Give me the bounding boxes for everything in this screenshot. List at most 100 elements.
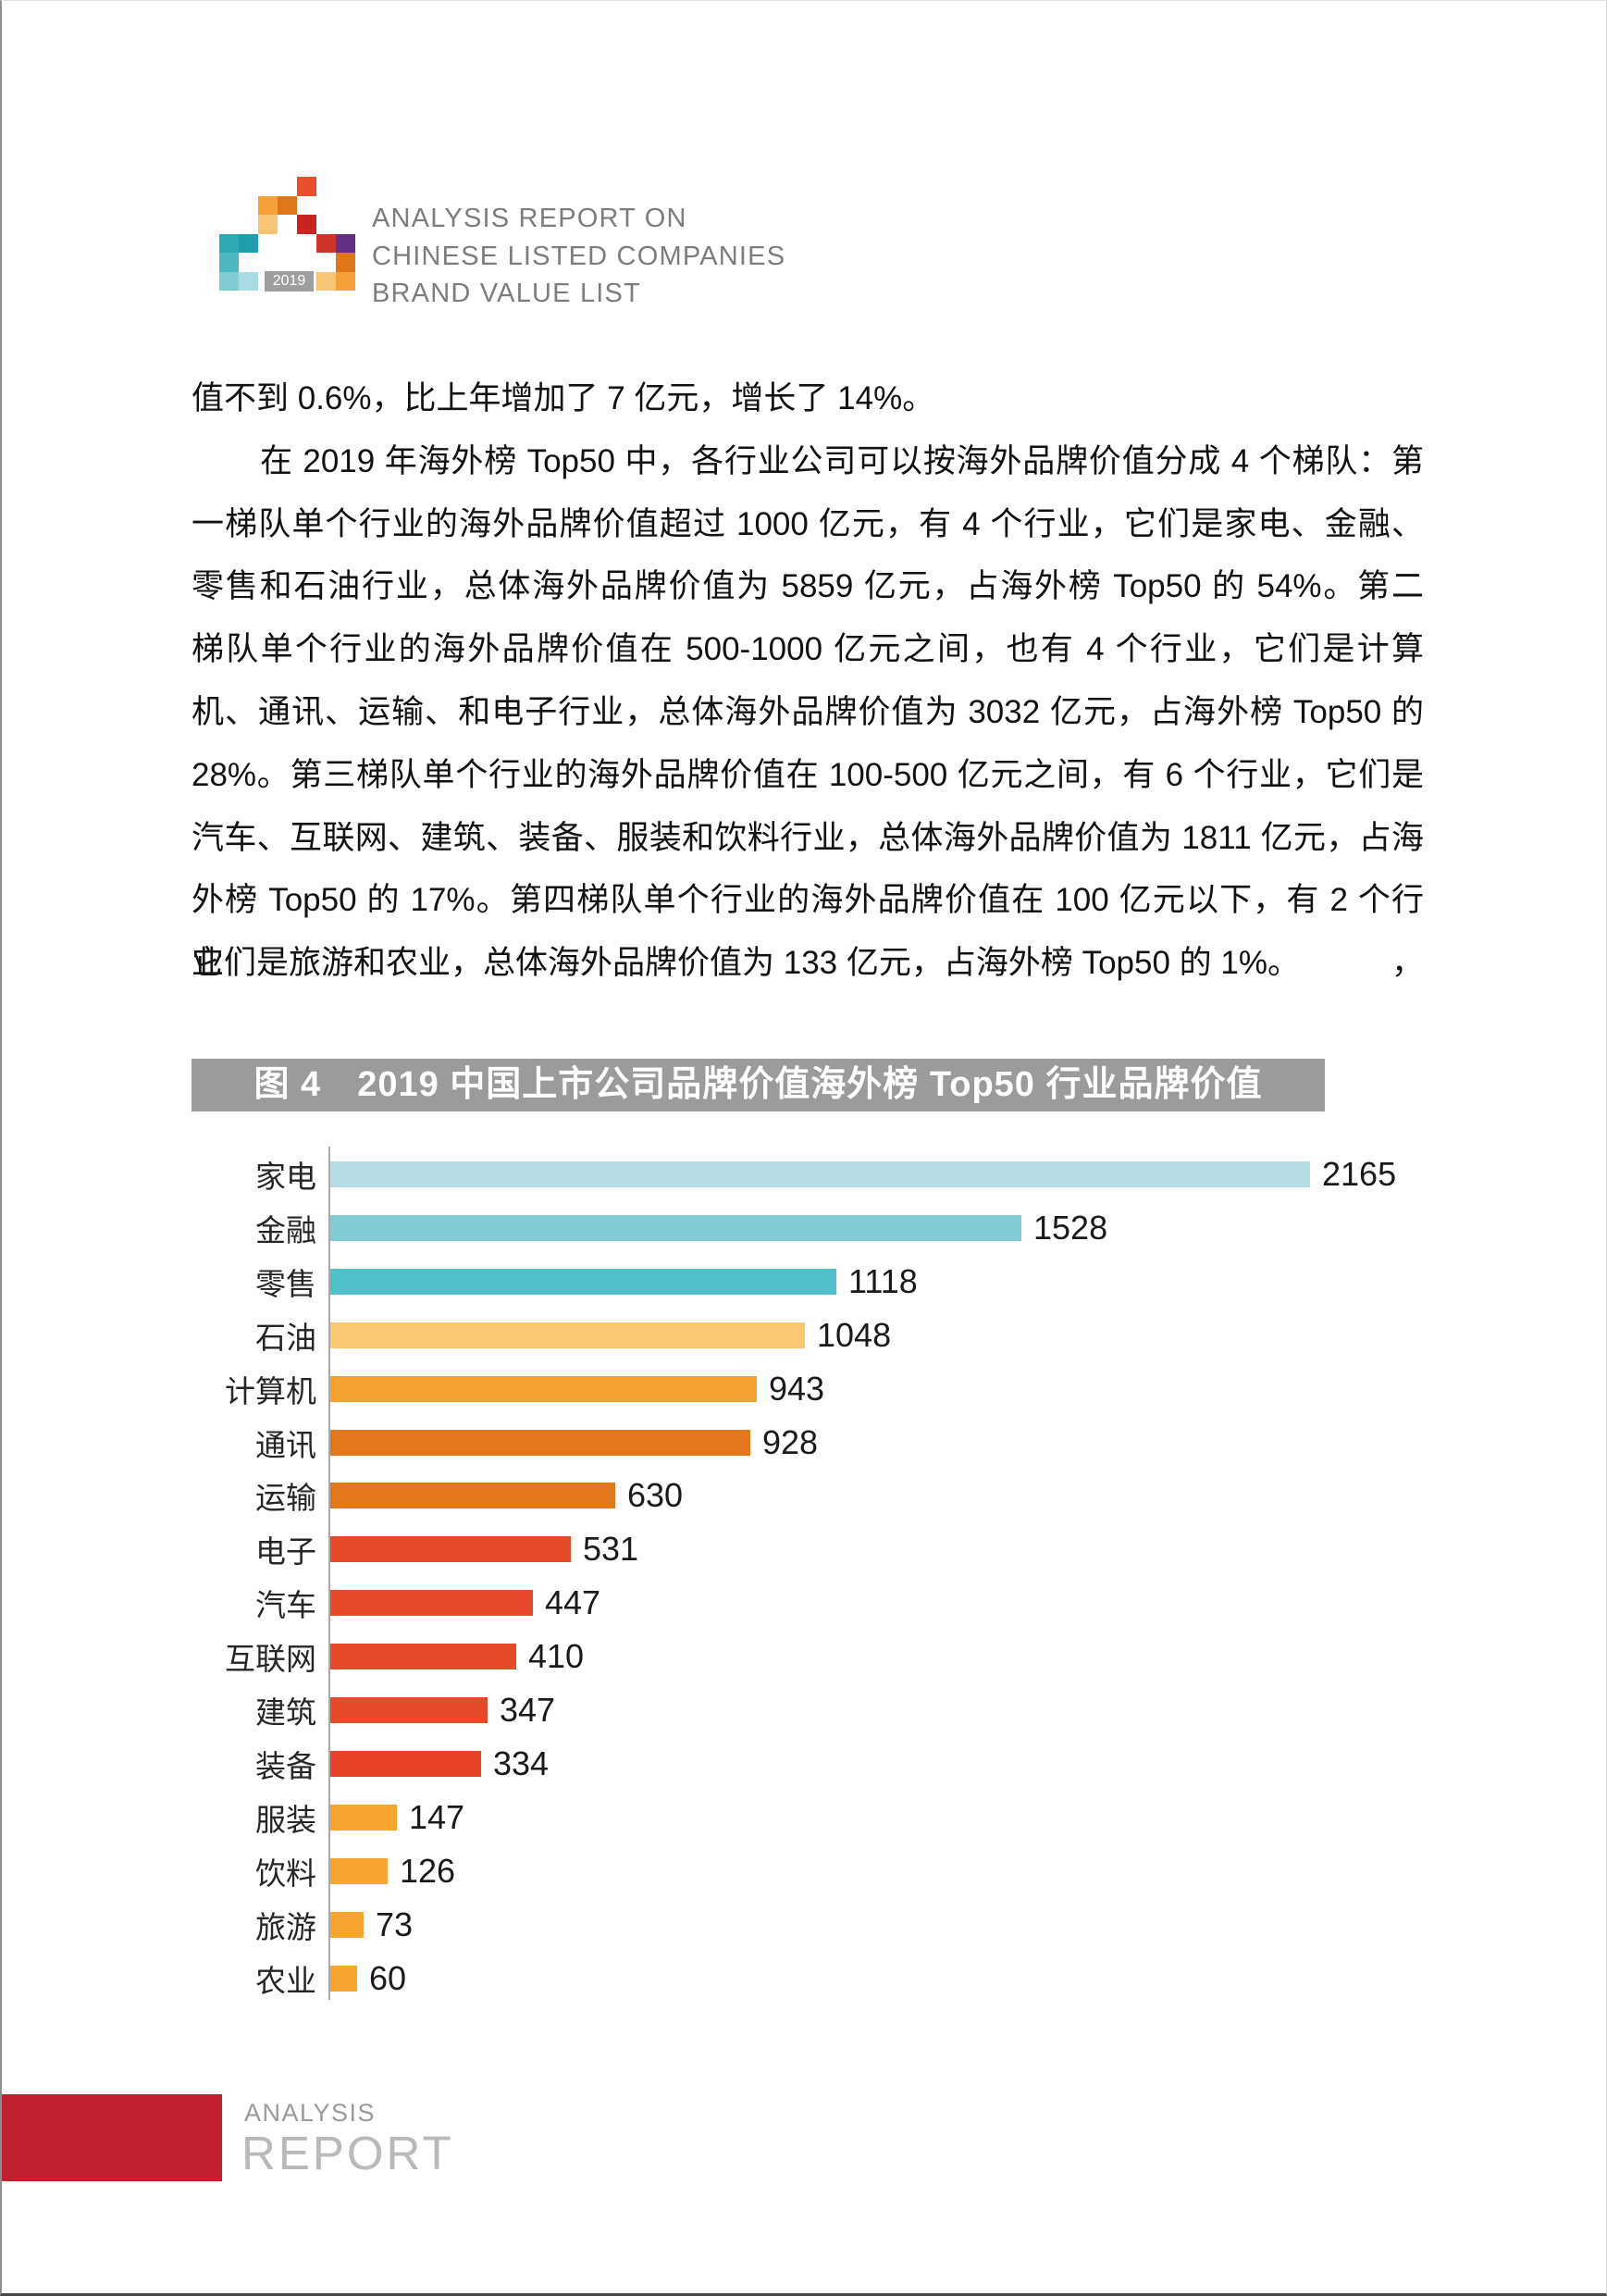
value-label: 334 bbox=[493, 1744, 550, 1782]
category-label: 家电 bbox=[255, 1160, 316, 1194]
chart-row: 服装 147 bbox=[192, 1797, 465, 1837]
chart-row: 电子 531 bbox=[192, 1530, 639, 1569]
body-text: 值不到 0.6%，比上年增加了 7 亿元，增长了 14%。在 2019 年海外榜… bbox=[192, 367, 1424, 995]
category-label: 石油 bbox=[255, 1320, 316, 1355]
chart-row: 金融 1528 bbox=[192, 1208, 1108, 1247]
logo-mosaic-cell bbox=[316, 233, 336, 253]
bar bbox=[330, 1536, 571, 1563]
value-label: 126 bbox=[400, 1851, 456, 1890]
value-label: 147 bbox=[409, 1797, 465, 1836]
chart-row: 汽车 447 bbox=[192, 1583, 601, 1622]
body-text-line: 值不到 0.6%，比上年增加了 7 亿元，增长了 14%。 bbox=[192, 380, 935, 416]
body-text-line: 梯队单个行业的海外品牌价值在 500-1000 亿元之间，也有 4 个行业，它们… bbox=[192, 631, 1424, 668]
body-text-line: 在 2019 年海外榜 Top50 中，各行业公司可以按海外品牌价值分成 4 个… bbox=[260, 442, 1424, 479]
logo-mosaic-cell bbox=[297, 215, 316, 234]
logo-mosaic-cell bbox=[219, 233, 239, 253]
chart-row: 互联网 410 bbox=[192, 1637, 585, 1676]
chart-row: 计算机 943 bbox=[192, 1369, 825, 1409]
figure-caption: 图 4 2019 中国上市公司品牌价值海外榜 Top50 行业品牌价值 bbox=[192, 1059, 1325, 1111]
category-label: 通讯 bbox=[255, 1427, 316, 1462]
value-label: 630 bbox=[627, 1476, 684, 1515]
body-text-line: 外榜 Top50 的 17%。第四梯队单个行业的海外品牌价值在 100 亿元以下… bbox=[192, 882, 1424, 982]
body-text-line: 汽车、互联网、建筑、装备、服装和饮料行业，总体海外品牌价值为 1811 亿元，占… bbox=[192, 819, 1424, 856]
chart-row: 运输 630 bbox=[192, 1476, 684, 1515]
value-label: 928 bbox=[762, 1422, 819, 1461]
header-title-line-3: BRAND VALUE LIST bbox=[372, 279, 642, 308]
chart-row: 农业 60 bbox=[192, 1958, 407, 1998]
chart-row: 零售 1118 bbox=[192, 1261, 918, 1301]
bar bbox=[330, 1214, 1021, 1241]
chart-row: 饮料 126 bbox=[192, 1851, 456, 1891]
bar bbox=[330, 1965, 357, 1992]
logo-mosaic-cell bbox=[239, 233, 258, 253]
bar bbox=[330, 1697, 488, 1723]
category-label: 金融 bbox=[255, 1212, 316, 1247]
category-label: 计算机 bbox=[225, 1373, 316, 1409]
bar bbox=[330, 1590, 533, 1617]
category-label: 互联网 bbox=[225, 1642, 316, 1677]
chart-axis-line bbox=[328, 1147, 330, 2000]
category-label: 服装 bbox=[255, 1802, 316, 1837]
bar bbox=[330, 1161, 1310, 1187]
value-label: 2165 bbox=[1322, 1155, 1397, 1193]
value-label: 1528 bbox=[1033, 1208, 1108, 1247]
value-label: 1118 bbox=[848, 1261, 918, 1300]
footer-report-label: REPORT bbox=[241, 2127, 454, 2179]
logo-mosaic-cell bbox=[336, 271, 355, 291]
footer-analysis-label: ANALYSIS bbox=[244, 2099, 377, 2127]
body-text-line: 一梯队单个行业的海外品牌价值超过 1000 亿元，有 4 个行业，它们是家电、金… bbox=[192, 505, 1424, 542]
body-text-line: 28%。第三梯队单个行业的海外品牌价值在 100-500 亿元之间，有 6 个行… bbox=[192, 756, 1424, 793]
category-label: 旅游 bbox=[255, 1909, 316, 1944]
industry-brand-value-chart: 家电 2165 金融 1528 零售 1118 石油 1048 计算机 943 通讯 928 运输 630… bbox=[192, 1147, 1440, 2007]
logo-mosaic bbox=[219, 177, 355, 291]
value-label: 1048 bbox=[817, 1315, 892, 1354]
category-label: 装备 bbox=[255, 1748, 316, 1783]
body-text-line: 零售和石油行业，总体海外品牌价值为 5859 亿元，占海外榜 Top50 的 5… bbox=[192, 568, 1424, 605]
bar bbox=[330, 1804, 397, 1831]
logo-mosaic-cell bbox=[258, 215, 278, 234]
report-header-title: ANALYSIS REPORT ON CHINESE LISTED COMPAN… bbox=[372, 200, 785, 313]
category-label: 运输 bbox=[255, 1481, 316, 1516]
value-label: 60 bbox=[369, 1958, 407, 1997]
category-label: 农业 bbox=[255, 1963, 316, 1998]
bar bbox=[330, 1268, 836, 1295]
bar bbox=[330, 1857, 388, 1884]
value-label: 447 bbox=[545, 1583, 601, 1622]
value-label: 347 bbox=[500, 1691, 556, 1729]
footer-red-block bbox=[2, 2094, 222, 2181]
body-text-line: 机、通讯、运输、和电子行业，总体海外品牌价值为 3032 亿元，占海外榜 Top… bbox=[192, 693, 1424, 730]
bar bbox=[330, 1322, 805, 1348]
category-label: 饮料 bbox=[255, 1855, 316, 1891]
logo-mosaic-cell bbox=[258, 195, 278, 215]
chart-row: 旅游 73 bbox=[192, 1905, 414, 1944]
logo-mosaic-cell bbox=[239, 271, 258, 291]
category-label: 电子 bbox=[255, 1534, 316, 1570]
category-label: 建筑 bbox=[255, 1695, 316, 1730]
chart-row: 通讯 928 bbox=[192, 1422, 819, 1462]
logo-year-badge: 2019 bbox=[265, 271, 314, 292]
value-label: 410 bbox=[528, 1637, 585, 1676]
value-label: 73 bbox=[376, 1905, 414, 1943]
value-label: 943 bbox=[769, 1369, 825, 1408]
logo-mosaic-cell bbox=[336, 253, 355, 272]
category-label: 汽车 bbox=[255, 1588, 316, 1623]
category-label: 零售 bbox=[255, 1266, 316, 1301]
logo-mosaic-cell bbox=[219, 271, 239, 291]
bar bbox=[330, 1429, 750, 1456]
logo-mosaic-cell bbox=[336, 233, 355, 253]
value-label: 531 bbox=[583, 1530, 639, 1569]
chart-row: 石油 1048 bbox=[192, 1315, 892, 1355]
body-text-line: 它们是旅游和农业，总体海外品牌价值为 133 亿元，占海外榜 Top50 的 1… bbox=[192, 945, 1300, 982]
header-title-line-1: ANALYSIS REPORT ON bbox=[372, 204, 687, 233]
chart-row: 建筑 347 bbox=[192, 1691, 556, 1730]
bar bbox=[330, 1750, 481, 1777]
bar bbox=[330, 1644, 516, 1670]
logo-mosaic-cell bbox=[316, 271, 336, 291]
bar bbox=[330, 1375, 757, 1402]
chart-row: 家电 2165 bbox=[192, 1155, 1397, 1194]
header-title-line-2: CHINESE LISTED COMPANIES bbox=[372, 241, 786, 271]
bar bbox=[330, 1911, 364, 1938]
logo-mosaic-cell bbox=[278, 195, 297, 215]
bar bbox=[330, 1483, 615, 1509]
